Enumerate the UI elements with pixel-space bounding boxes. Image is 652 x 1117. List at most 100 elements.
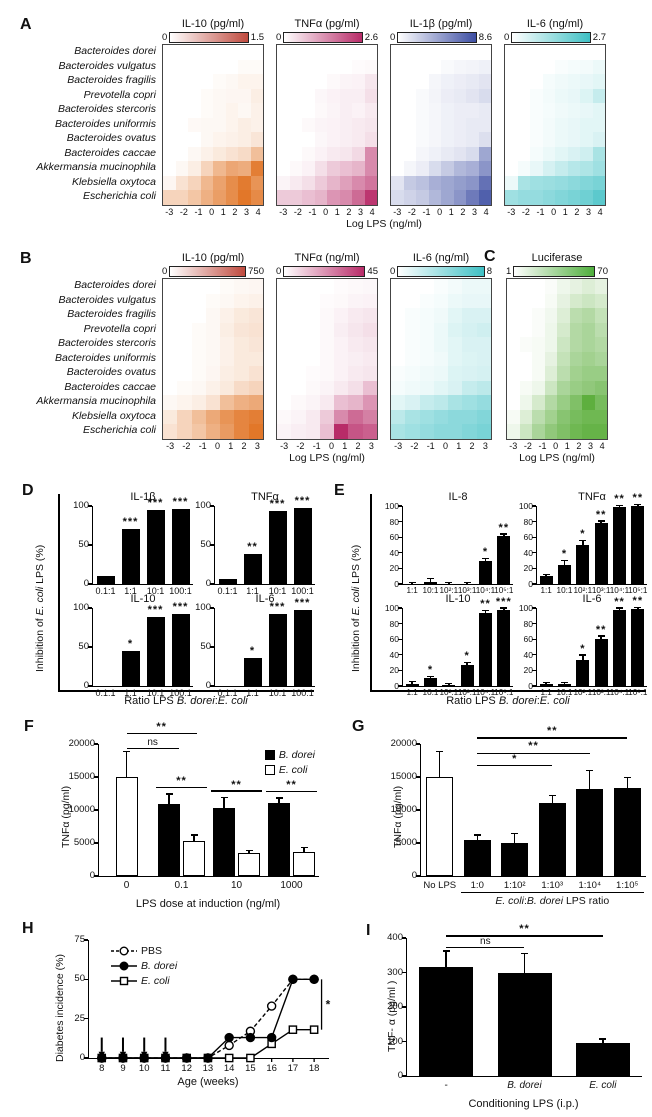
x-axis-label: Ratio LPS B. dorei:E. coli xyxy=(370,695,646,707)
heatmap-cell xyxy=(163,88,176,104)
heatmap-cell xyxy=(441,132,454,147)
heatmap-grid xyxy=(390,44,492,206)
heatmap-cell xyxy=(594,322,607,338)
heatmap-cell xyxy=(542,175,555,191)
heatmap-cell xyxy=(462,308,477,323)
legend-swatch-white xyxy=(264,765,275,775)
heatmap-cell xyxy=(364,59,377,75)
heatmap-cell xyxy=(220,322,235,338)
heatmap-cell xyxy=(582,395,595,410)
error-bar xyxy=(545,575,547,577)
text-part: B. dorei xyxy=(507,1080,542,1091)
heatmap-cell xyxy=(519,308,532,323)
heatmap-cell xyxy=(175,146,188,162)
bar xyxy=(557,564,572,584)
heatmap-cell xyxy=(453,146,466,162)
bar xyxy=(539,576,553,584)
y-tick-label: 20000 xyxy=(390,738,417,749)
heatmap-title: TNFα (pg/ml) xyxy=(294,18,360,30)
heatmap-cell xyxy=(205,293,221,309)
panel-b: Bacteroides dorei Bacteroides vulgatus Bac… xyxy=(14,252,492,464)
x-tick: -1 xyxy=(538,441,547,451)
bar xyxy=(463,840,491,876)
y-tick-label: 50 xyxy=(78,539,89,550)
x-tick: -3 xyxy=(165,207,174,217)
heatmap-cell xyxy=(428,59,441,75)
heatmap-cell xyxy=(225,59,238,75)
text-part: 1:0 xyxy=(470,880,484,891)
heatmap-grid xyxy=(276,44,378,206)
data-point-E. coli xyxy=(309,1025,319,1034)
heatmap-cell xyxy=(277,45,290,60)
heatmap-cell xyxy=(250,146,263,162)
y-tick-mark xyxy=(398,505,402,507)
x-tick: 0 xyxy=(551,207,557,217)
colorbar-min-label: 0 xyxy=(504,32,510,43)
significance-star: * xyxy=(580,528,586,541)
heatmap-cell xyxy=(314,103,327,118)
heatmap-cell xyxy=(453,103,466,118)
heatmap-cell xyxy=(191,279,206,294)
x-tick: 1 xyxy=(334,207,340,217)
heatmap-cell xyxy=(594,337,607,352)
heatmap-cell xyxy=(362,424,377,439)
error-bar xyxy=(600,521,602,524)
heatmap-cell xyxy=(302,74,315,89)
panel-i: TNF- α (pg/ml ) 0 100 200 300 400- B. dorei E. … xyxy=(330,914,652,1114)
colorbar-min-label: 0 xyxy=(162,266,168,277)
heatmap-cell xyxy=(557,322,570,338)
x-tick: 3 xyxy=(472,207,478,217)
colorbar: 0 750 xyxy=(162,265,264,278)
x-category-label: 10⁵:1 xyxy=(494,688,514,697)
x-tick: 3 xyxy=(586,207,592,217)
heatmap-cell xyxy=(507,293,520,309)
heatmap-cell xyxy=(177,279,192,294)
heatmap-cell xyxy=(433,293,449,309)
x-tick: 0 xyxy=(553,441,559,451)
line-plot: 0 25 50 75 8 9 10 11 12 13 14 15 16 17 18 * PBS B. dorei E… xyxy=(74,935,330,1075)
heatmap-title: IL-6 (ng/ml) xyxy=(412,252,470,264)
heatmap-cell xyxy=(555,132,568,147)
error-bar-cap xyxy=(586,769,594,772)
error-bar-cap xyxy=(542,681,550,683)
x-tick-label: 12 xyxy=(181,1063,192,1074)
y-tick-label: 50 xyxy=(74,973,85,985)
heatmap-cell xyxy=(555,146,568,162)
x-category-label: 1:1 xyxy=(406,688,418,697)
heatmap-cell xyxy=(205,337,221,352)
bar xyxy=(478,612,493,686)
heatmap-cell xyxy=(403,117,416,133)
species-label: Bacteroides dorei xyxy=(74,279,156,291)
heatmap-cell xyxy=(248,308,263,323)
x-tick: 3 xyxy=(368,441,374,451)
x-tick: 1 xyxy=(564,441,570,451)
error-bar-cap xyxy=(623,776,631,779)
heatmap-cell xyxy=(213,59,226,75)
heatmap-cell xyxy=(314,45,327,60)
heatmap-cell xyxy=(362,380,377,396)
heatmap-cell xyxy=(213,146,226,162)
y-tick-mark xyxy=(88,607,92,609)
y-tick-mark xyxy=(402,937,406,939)
bar xyxy=(268,510,287,584)
heatmap-cell xyxy=(582,351,595,367)
heatmap-cell xyxy=(567,74,580,89)
error-bar xyxy=(563,682,566,685)
heatmap-cell xyxy=(519,409,532,425)
heatmap-cell xyxy=(419,322,434,338)
y-tick-mark xyxy=(398,607,402,609)
heatmap-cell xyxy=(250,190,263,205)
y-tick-label: 60 xyxy=(389,634,399,645)
colorbar-max-label: 8 xyxy=(486,266,492,277)
heatmap-cell xyxy=(391,132,404,147)
y-tick-mark xyxy=(398,622,402,625)
x-category-label: 1:1 xyxy=(540,586,552,595)
heatmap-cell xyxy=(592,132,605,147)
bar xyxy=(426,777,454,876)
heatmap-cell xyxy=(289,161,302,176)
heatmap-cell xyxy=(441,45,454,60)
colorbar-max-label: 2.7 xyxy=(592,32,606,43)
heatmap-cell xyxy=(428,74,441,89)
x-category-label: 1:1 xyxy=(124,586,137,596)
